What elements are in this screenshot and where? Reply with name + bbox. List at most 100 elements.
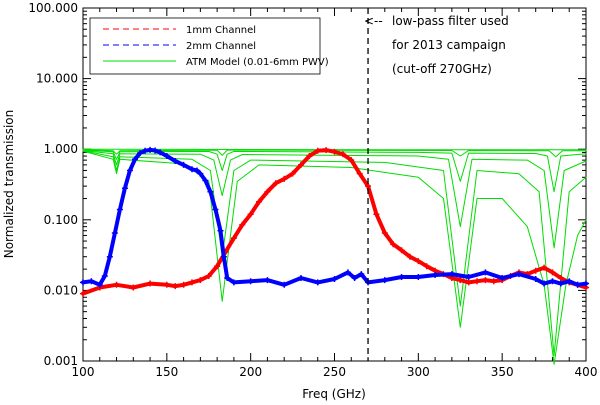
annotation-line-2: for 2013 campaign — [392, 38, 506, 52]
marker-2mm-channel — [106, 253, 113, 260]
marker-2mm-channel — [197, 170, 204, 177]
marker-2mm-channel — [137, 150, 144, 157]
marker-2mm-channel — [142, 147, 149, 154]
marker-2mm-channel — [247, 278, 254, 285]
marker-1mm-channel — [80, 290, 86, 297]
marker-1mm-channel — [381, 230, 388, 237]
x-tick-label: 300 — [407, 365, 430, 379]
marker-1mm-channel — [180, 281, 187, 288]
marker-1mm-channel — [113, 281, 120, 288]
marker-2mm-channel — [297, 274, 304, 281]
marker-1mm-channel — [306, 153, 313, 160]
marker-1mm-channel — [323, 147, 330, 154]
marker-2mm-channel — [116, 206, 123, 213]
marker-1mm-channel — [272, 180, 279, 187]
marker-2mm-channel — [331, 276, 338, 283]
y-axis-title: Normalized transmission — [2, 110, 16, 259]
y-tick-label: 100.000 — [28, 1, 78, 15]
y-tick-label: 1.000 — [44, 142, 78, 156]
marker-1mm-channel — [541, 264, 548, 271]
marker-1mm-channel — [356, 170, 363, 177]
marker-2mm-channel — [574, 281, 581, 288]
marker-2mm-channel — [121, 185, 128, 192]
y-tick-label: 0.010 — [44, 283, 78, 297]
marker-2mm-channel — [515, 271, 522, 278]
series-atm-model-2mm-pwv — [82, 150, 587, 249]
marker-1mm-channel — [163, 281, 170, 288]
series-layer — [80, 146, 589, 365]
annotation-arrow: <-- — [364, 14, 383, 28]
marker-2mm-channel — [172, 158, 179, 165]
marker-1mm-channel — [423, 263, 430, 270]
marker-1mm-channel — [348, 157, 355, 164]
marker-2mm-channel — [381, 277, 388, 284]
marker-2mm-channel — [314, 279, 321, 286]
marker-1mm-channel — [205, 272, 212, 279]
x-tick-label: 250 — [323, 365, 346, 379]
marker-1mm-channel — [239, 221, 246, 228]
marker-2mm-channel — [217, 227, 224, 234]
marker-1mm-channel — [398, 247, 405, 254]
marker-1mm-channel — [482, 277, 489, 284]
marker-2mm-channel — [532, 276, 539, 283]
marker-2mm-channel — [131, 156, 138, 163]
marker-2mm-channel — [188, 166, 195, 173]
marker-2mm-channel — [126, 167, 133, 174]
x-tick-label: 400 — [575, 365, 598, 379]
x-tick-label: 350 — [491, 365, 514, 379]
marker-1mm-channel — [390, 241, 397, 248]
marker-2mm-channel — [344, 269, 351, 276]
marker-1mm-channel — [457, 277, 464, 284]
marker-2mm-channel — [163, 153, 170, 160]
marker-2mm-channel — [465, 273, 472, 280]
y-tick-label: 10.000 — [36, 72, 78, 86]
series-2mm-channel — [81, 147, 588, 287]
marker-1mm-channel — [214, 263, 221, 270]
marker-1mm-channel — [247, 211, 254, 218]
marker-1mm-channel — [532, 267, 539, 274]
marker-2mm-channel — [415, 273, 422, 280]
marker-1mm-channel — [197, 277, 204, 284]
annotation-line-3: (cut-off 270GHz) — [392, 62, 492, 76]
marker-2mm-channel — [220, 253, 227, 260]
marker-1mm-channel — [172, 283, 179, 290]
marker-2mm-channel — [147, 146, 154, 153]
series-atm-model-0-5mm-pwv — [82, 149, 587, 158]
series-atm-model-6mm-pwv — [82, 150, 587, 365]
marker-2mm-channel — [96, 281, 103, 288]
x-tick-label: 200 — [239, 365, 262, 379]
marker-1mm-channel — [130, 284, 137, 291]
marker-2mm-channel — [448, 271, 455, 278]
y-tick-label: 0.100 — [44, 213, 78, 227]
marker-2mm-channel — [152, 147, 159, 154]
marker-2mm-channel — [557, 280, 564, 287]
marker-1mm-channel — [314, 147, 321, 154]
marker-2mm-channel — [482, 269, 489, 276]
marker-1mm-channel — [264, 188, 271, 195]
marker-2mm-channel — [80, 279, 86, 286]
marker-2mm-channel — [111, 230, 118, 237]
x-axis-title: Freq (GHz) — [302, 387, 366, 401]
series-atm-model-1mm-pwv — [82, 149, 587, 193]
series-atm-model-4mm-pwv — [82, 150, 587, 356]
marker-2mm-channel — [101, 272, 108, 279]
marker-2mm-channel — [264, 277, 271, 284]
marker-2mm-channel — [566, 278, 573, 285]
marker-2mm-channel — [583, 280, 589, 287]
marker-2mm-channel — [194, 167, 201, 174]
marker-1mm-channel — [474, 278, 481, 285]
y-tick-label: 0.001 — [44, 354, 78, 368]
marker-2mm-channel — [207, 188, 214, 195]
marker-2mm-channel — [541, 280, 548, 287]
marker-2mm-channel — [212, 206, 219, 213]
x-tick-label: 150 — [155, 365, 178, 379]
marker-2mm-channel — [202, 177, 209, 184]
marker-1mm-channel — [465, 279, 472, 286]
marker-2mm-channel — [549, 278, 556, 285]
marker-2mm-channel — [180, 161, 187, 168]
marker-2mm-channel — [230, 279, 237, 286]
annotation-line-1: low-pass filter used — [392, 14, 509, 28]
marker-1mm-channel — [406, 253, 413, 260]
marker-1mm-channel — [188, 279, 195, 286]
